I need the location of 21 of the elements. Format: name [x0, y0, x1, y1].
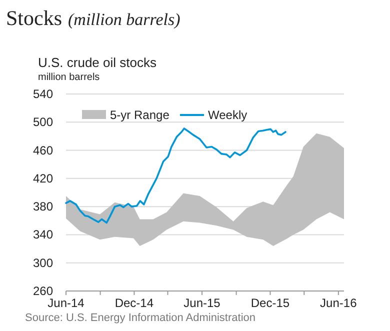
legend-label: Weekly: [208, 108, 248, 122]
y-tick-label: 460: [32, 143, 54, 158]
y-tick-label: 380: [32, 200, 54, 214]
x-tick-label: Jun-15: [184, 296, 221, 310]
line-series: [65, 128, 286, 224]
legend-label: 5-yr Range: [110, 108, 170, 122]
y-tick-label: 260: [32, 284, 54, 298]
y-tick-label: 300: [32, 256, 54, 270]
y-axis-title: million barrels: [38, 72, 100, 83]
chart-title: Stocks: [6, 6, 62, 30]
y-tick-label: 420: [32, 171, 54, 186]
y-tick-label: 540: [32, 87, 54, 101]
y-tick-label: 500: [32, 115, 54, 130]
x-tick-label: Dec-14: [114, 296, 154, 310]
text: U.S. crude oil stocks: [38, 55, 157, 70]
source-note: Source: U.S. Energy Information Administration: [25, 312, 256, 324]
chart-subtitle: (million barrels): [68, 10, 181, 29]
x-tick-label: Jun-16: [320, 296, 358, 310]
x-tick-label: Dec-15: [250, 296, 290, 310]
x-tick-label: Jun-14: [48, 296, 85, 310]
y-tick-label: 340: [32, 228, 54, 242]
